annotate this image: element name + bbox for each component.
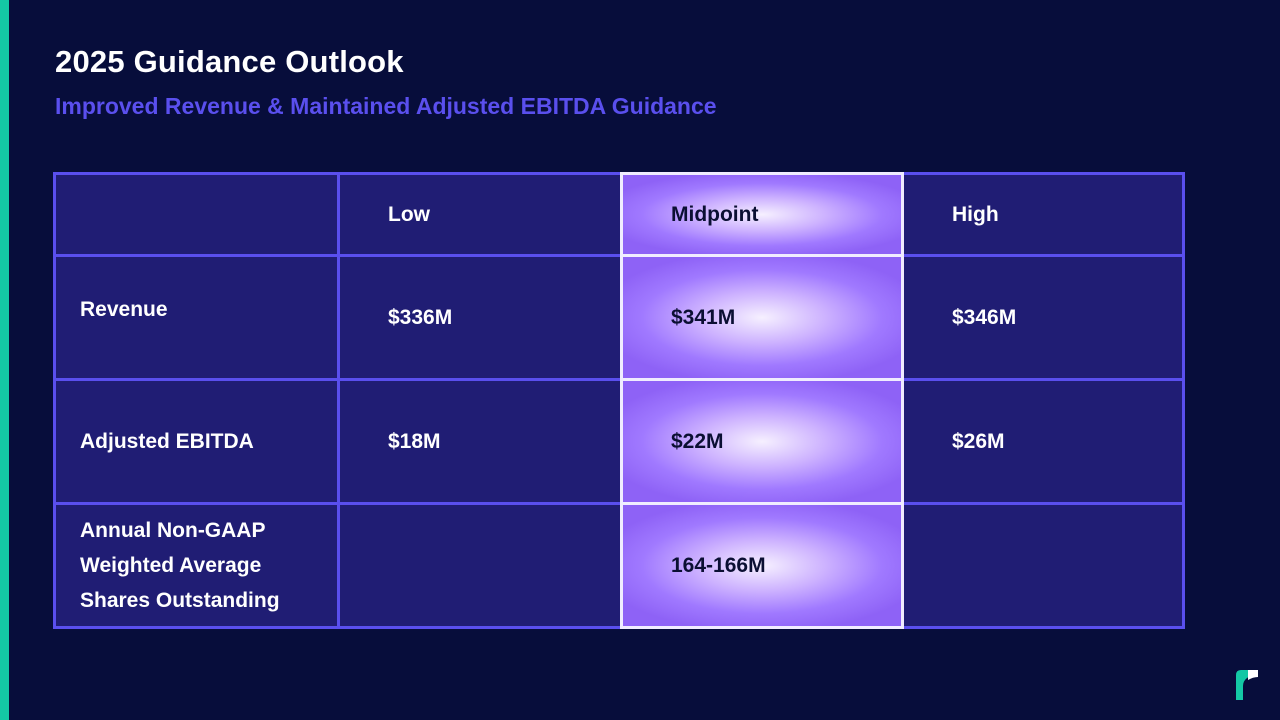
row-label-text: Revenue — [80, 297, 168, 321]
slide-subtitle: Improved Revenue & Maintained Adjusted E… — [55, 93, 717, 119]
midpoint-divider — [623, 502, 901, 505]
shares-high — [952, 505, 1182, 626]
row-label-text: Adjusted EBITDA — [80, 430, 254, 453]
row-label-shares-outstanding: Annual Non-GAAP Weighted Average Shares … — [80, 505, 337, 626]
midpoint-revenue-cell — [623, 257, 901, 378]
header-low-label: Low — [388, 202, 430, 226]
header-midpoint: Midpoint — [671, 203, 759, 226]
table-row-divider — [56, 502, 1182, 505]
midpoint-ebitda-cell — [623, 381, 901, 502]
header-low: Low — [388, 175, 618, 254]
header-high: High — [952, 175, 1182, 254]
value-text: $26M — [952, 429, 1005, 453]
revenue-high: $346M — [952, 257, 1182, 378]
left-accent-bar — [0, 0, 9, 720]
value-text: $18M — [388, 429, 441, 453]
shares-midpoint: 164-166M — [671, 554, 766, 577]
row-label-line: Annual Non-GAAP — [80, 519, 266, 542]
ebitda-low: $18M — [388, 381, 618, 502]
table-row-divider — [56, 254, 1182, 257]
row-label-line: Weighted Average — [80, 554, 262, 577]
midpoint-divider — [623, 254, 901, 257]
midpoint-shares-cell — [623, 505, 901, 626]
midpoint-header-cell — [623, 175, 901, 254]
ebitda-high: $26M — [952, 381, 1182, 502]
guidance-table: Low High Revenue $336M $346M Adjusted EB… — [53, 172, 1185, 629]
brand-logo-icon — [1236, 670, 1258, 700]
table-column-divider — [337, 175, 340, 626]
value-text: $336M — [388, 305, 453, 329]
header-cell-empty — [56, 175, 337, 254]
row-label-line: Shares Outstanding — [80, 589, 280, 612]
table-row-divider — [56, 378, 1182, 381]
header-high-label: High — [952, 202, 999, 226]
shares-low — [388, 505, 618, 626]
revenue-midpoint: $341M — [671, 306, 736, 329]
revenue-low: $336M — [388, 257, 618, 378]
slide-title: 2025 Guidance Outlook — [55, 44, 404, 79]
row-label-revenue: Revenue — [80, 257, 337, 361]
ebitda-midpoint: $22M — [671, 430, 724, 453]
midpoint-column-highlight: Midpoint $341M $22M 164-166M — [620, 172, 904, 629]
row-label-adjusted-ebitda: Adjusted EBITDA — [80, 381, 337, 502]
value-text: $346M — [952, 305, 1017, 329]
midpoint-divider — [623, 378, 901, 381]
